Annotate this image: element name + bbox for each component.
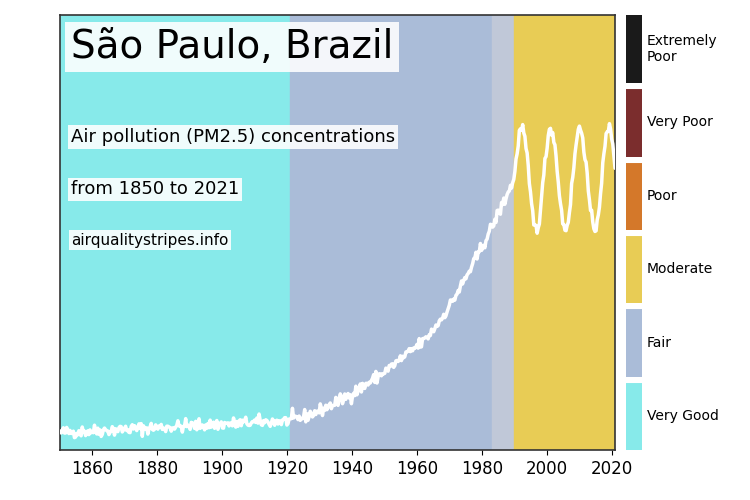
Bar (60, 15, 290, 450)
Bar (290, 15, 492, 450)
Bar (626, 88, 642, 156)
Text: Extremely
Poor: Extremely Poor (646, 34, 718, 64)
Bar (492, 15, 514, 450)
Bar (626, 162, 642, 230)
Text: Moderate: Moderate (646, 262, 713, 276)
Bar (626, 382, 642, 450)
Bar (626, 308, 642, 376)
Text: Fair: Fair (646, 336, 672, 349)
Text: airqualitystripes.info: airqualitystripes.info (71, 232, 229, 248)
Text: Very Good: Very Good (646, 409, 718, 423)
Bar (626, 235, 642, 304)
Text: Poor: Poor (646, 189, 677, 203)
Text: São Paulo, Brazil: São Paulo, Brazil (71, 28, 394, 66)
Text: Very Poor: Very Poor (646, 116, 712, 130)
Bar (626, 15, 642, 83)
Bar (514, 15, 615, 450)
Text: Air pollution (PM2.5) concentrations: Air pollution (PM2.5) concentrations (71, 128, 395, 146)
Text: from 1850 to 2021: from 1850 to 2021 (71, 180, 239, 198)
